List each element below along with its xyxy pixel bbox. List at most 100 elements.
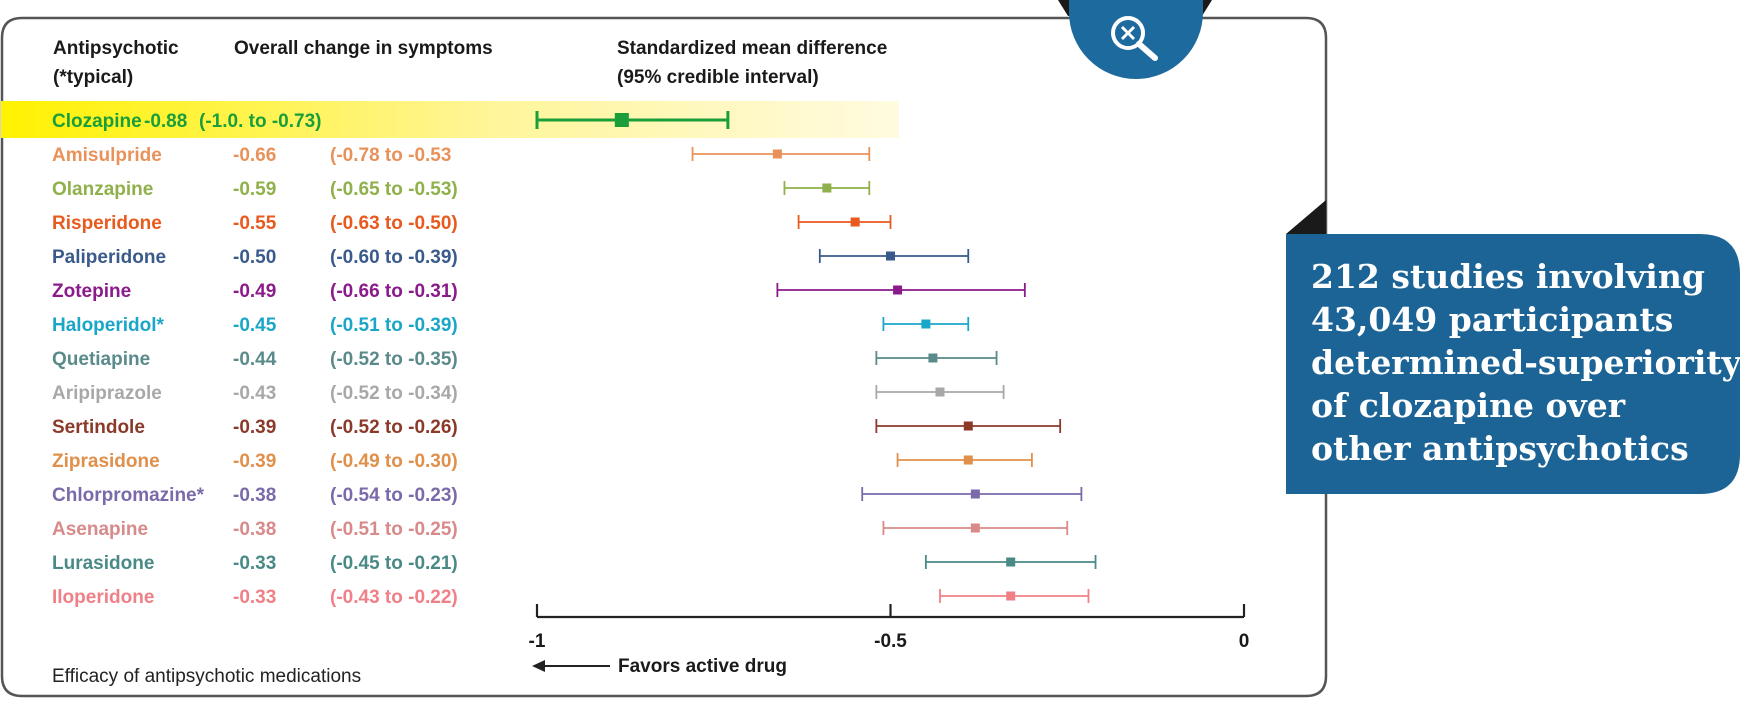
forest-row: Sertindole -0.39 (-0.52 to -0.26)	[52, 417, 1062, 438]
point-estimate-marker	[893, 285, 903, 295]
row-smd-value: -0.33	[233, 553, 276, 574]
forest-row: Amisulpride -0.66 (-0.78 to -0.53	[52, 145, 871, 166]
point-estimate-marker	[921, 319, 931, 329]
point-estimate-marker	[928, 353, 938, 363]
row-drug-name: Chlorpromazine*	[52, 485, 205, 506]
row-drug-name: Paliperidone	[52, 247, 166, 268]
row-drug-name: Clozapine	[52, 111, 142, 132]
chart-frame	[0, 16, 1328, 698]
row-smd-value: -0.38	[233, 485, 276, 506]
callout-line-1: 212 studies involving	[1311, 257, 1705, 296]
row-drug-name: Iloperidone	[52, 587, 154, 608]
row-credible-interval: (-0.60 to -0.39)	[330, 247, 458, 268]
row-credible-interval: (-0.43 to -0.22)	[330, 587, 458, 608]
row-smd-value: -0.50	[233, 247, 276, 268]
row-credible-interval: (-0.49 to -0.30)	[330, 451, 458, 472]
zoom-button[interactable]	[1058, 0, 1212, 79]
row-drug-name: Olanzapine	[52, 179, 153, 200]
point-estimate-marker	[822, 183, 832, 193]
header-drug-line2: (*typical)	[53, 67, 133, 88]
x-axis: -1 -0.5 0	[529, 604, 1250, 652]
row-drug-name: Aripiprazole	[52, 383, 162, 404]
row-smd-value: -0.38	[233, 519, 276, 540]
row-credible-interval: (-0.52 to -0.34)	[330, 383, 458, 404]
x-tick-label: 0	[1239, 631, 1250, 652]
point-estimate-marker	[1006, 557, 1016, 567]
header-drug-line1: Antipsychotic	[53, 38, 179, 59]
row-credible-interval: (-0.63 to -0.50)	[330, 213, 458, 234]
row-credible-interval: (-1.0. to -0.73)	[199, 111, 321, 132]
row-drug-name: Zotepine	[52, 281, 131, 302]
row-credible-interval: (-0.51 to -0.25)	[330, 519, 458, 540]
row-smd-value: -0.45	[233, 315, 277, 336]
row-drug-name: Risperidone	[52, 213, 162, 234]
zoom-button-shape	[1069, 0, 1203, 79]
left-arrow-icon	[532, 660, 545, 672]
row-smd-value: -0.44	[233, 349, 277, 370]
point-estimate-marker	[886, 251, 895, 261]
row-smd-value: -0.39	[233, 417, 276, 438]
row-smd-value: -0.66	[233, 145, 276, 166]
point-estimate-marker	[970, 489, 980, 499]
point-estimate-marker	[614, 113, 629, 127]
row-smd-value: -0.39	[233, 451, 276, 472]
row-smd-value: -0.88	[144, 111, 187, 132]
row-credible-interval: (-0.66 to -0.31)	[330, 281, 458, 302]
favors-label: Favors active drug	[618, 656, 787, 677]
row-smd-value: -0.49	[233, 281, 276, 302]
header-smd-line2: (95% credible interval)	[617, 67, 819, 88]
point-estimate-marker	[963, 455, 973, 465]
row-smd-value: -0.59	[233, 179, 276, 200]
row-drug-name: Asenapine	[52, 519, 148, 540]
x-tick-label: -0.5	[874, 631, 907, 652]
row-credible-interval: (-0.78 to -0.53	[330, 145, 451, 166]
forest-row: Quetiapine -0.44 (-0.52 to -0.35)	[52, 349, 998, 370]
callout-line-3: determined-superiority	[1311, 343, 1740, 382]
forest-row: Risperidone -0.55 (-0.63 to -0.50)	[52, 213, 892, 234]
row-credible-interval: (-0.45 to -0.21)	[330, 553, 458, 574]
callout-box	[1286, 234, 1740, 494]
row-credible-interval: (-0.51 to -0.39)	[330, 315, 458, 336]
row-credible-interval: (-0.52 to -0.26)	[330, 417, 458, 438]
favors-annotation: Favors active drug	[532, 656, 787, 677]
row-drug-name: Quetiapine	[52, 349, 150, 370]
row-drug-name: Sertindole	[52, 417, 145, 438]
forest-row: Clozapine -0.88 (-1.0. to -0.73)	[52, 111, 730, 132]
forest-rows: Clozapine -0.88 (-1.0. to -0.73) Amisulprid…	[52, 111, 1097, 608]
point-estimate-marker	[963, 421, 973, 431]
forest-row: Olanzapine -0.59 (-0.65 to -0.53)	[52, 179, 871, 200]
forest-row: Lurasidone -0.33 (-0.45 to -0.21)	[52, 553, 1097, 574]
row-credible-interval: (-0.54 to -0.23)	[330, 485, 458, 506]
row-drug-name: Ziprasidone	[52, 451, 160, 472]
row-drug-name: Amisulpride	[52, 145, 162, 166]
forest-row: Asenapine -0.38 (-0.51 to -0.25)	[52, 519, 1069, 540]
forest-row: Ziprasidone -0.39 (-0.49 to -0.30)	[52, 451, 1033, 472]
callout-fold	[1286, 200, 1326, 234]
callout-line-2: 43,049 participants	[1311, 300, 1673, 339]
clozapine-highlight-band	[1, 101, 899, 138]
point-estimate-marker	[850, 217, 860, 227]
row-drug-name: Lurasidone	[52, 553, 154, 574]
zoom-out-magnifier-icon	[1111, 16, 1158, 61]
row-credible-interval: (-0.52 to -0.35)	[330, 349, 458, 370]
point-estimate-marker	[772, 149, 782, 159]
point-estimate-marker	[935, 387, 945, 397]
point-estimate-marker	[1006, 591, 1016, 601]
column-headers: Antipsychotic (*typical) Overall change …	[53, 38, 887, 88]
forest-row: Haloperidol* -0.45 (-0.51 to -0.39)	[52, 315, 970, 336]
figure-caption: Efficacy of antipsychotic medications	[52, 666, 361, 687]
forest-row: Chlorpromazine* -0.38 (-0.54 to -0.23)	[52, 485, 1083, 506]
summary-callout: 212 studies involving 43,049 participant…	[1286, 200, 1740, 494]
forest-row: Paliperidone -0.50 (-0.60 to -0.39)	[52, 247, 970, 268]
forest-row: Iloperidone -0.33 (-0.43 to -0.22)	[52, 587, 1090, 608]
row-smd-value: -0.43	[233, 383, 276, 404]
point-estimate-marker	[970, 523, 980, 533]
x-tick-label: -1	[529, 631, 546, 652]
row-smd-value: -0.55	[233, 213, 277, 234]
header-overall-change: Overall change in symptoms	[234, 38, 493, 59]
forest-row: Aripiprazole -0.43 (-0.52 to -0.34)	[52, 383, 1005, 404]
header-smd-line1: Standardized mean difference	[617, 38, 887, 59]
forest-row: Zotepine -0.49 (-0.66 to -0.31)	[52, 281, 1026, 302]
row-drug-name: Haloperidol*	[52, 315, 165, 336]
